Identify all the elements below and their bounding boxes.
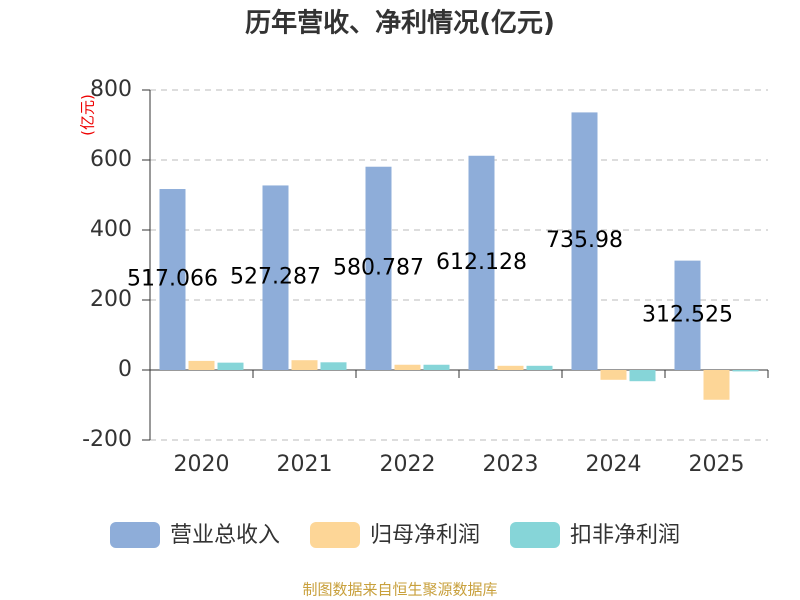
- value-label: 527.287: [230, 265, 321, 290]
- x-tick-label: 2023: [483, 452, 539, 477]
- bar: [217, 362, 244, 370]
- x-tick-label: 2025: [689, 452, 745, 477]
- legend-swatch: [110, 522, 160, 548]
- value-label: 612.128: [436, 250, 527, 275]
- bar: [423, 364, 450, 370]
- value-label: 312.525: [642, 302, 733, 327]
- legend-label: 归母净利润: [370, 523, 480, 548]
- bar: [600, 370, 627, 380]
- bar: [732, 370, 759, 372]
- legend-swatch: [310, 522, 360, 548]
- bar: [571, 112, 598, 371]
- bar: [394, 364, 421, 370]
- bar: [320, 362, 347, 370]
- source-note: 制图数据来自恒生聚源数据库: [302, 581, 497, 599]
- bar: [291, 360, 318, 370]
- y-tick-label: 600: [90, 147, 132, 172]
- bar: [674, 260, 701, 370]
- value-label: 735.98: [546, 228, 623, 253]
- y-tick-label: 200: [90, 287, 132, 312]
- y-axis-label: (亿元): [79, 94, 97, 136]
- y-tick-label: 400: [90, 217, 132, 242]
- value-label: 517.066: [127, 267, 218, 292]
- value-label: 580.787: [333, 255, 424, 280]
- y-tick-label: -200: [82, 427, 132, 452]
- legend-swatch: [510, 522, 560, 548]
- bar: [497, 365, 524, 370]
- bar: [159, 189, 186, 370]
- bar: [703, 370, 730, 400]
- x-tick-label: 2020: [174, 452, 230, 477]
- x-tick-label: 2021: [277, 452, 333, 477]
- y-tick-label: 800: [90, 77, 132, 102]
- x-tick-label: 2022: [380, 452, 436, 477]
- chart-title: 历年营收、净利情况(亿元): [245, 8, 555, 39]
- legend-label: 营业总收入: [170, 523, 280, 548]
- bar: [526, 365, 553, 370]
- bar: [188, 360, 215, 370]
- bar: [629, 370, 656, 382]
- y-tick-label: 0: [118, 357, 132, 382]
- bar: [468, 155, 495, 370]
- legend-label: 扣非净利润: [570, 523, 680, 548]
- x-tick-label: 2024: [586, 452, 642, 477]
- bar: [365, 166, 392, 370]
- bar: [262, 185, 289, 370]
